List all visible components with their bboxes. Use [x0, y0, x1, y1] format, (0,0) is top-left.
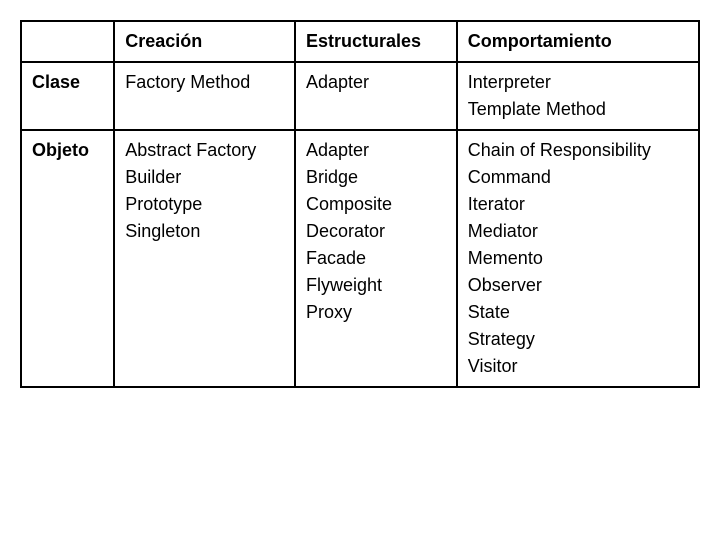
cell-objeto-estructurales: Adapter Bridge Composite Decorator Facad…: [295, 130, 457, 387]
cell-objeto-comportamiento: Chain of Responsibility Command Iterator…: [457, 130, 699, 387]
col-header-comportamiento: Comportamiento: [457, 21, 699, 62]
design-patterns-table: Creación Estructurales Comportamiento Cl…: [20, 20, 700, 388]
row-label-objeto: Objeto: [21, 130, 114, 387]
cell-clase-estructurales: Adapter: [295, 62, 457, 130]
cell-clase-creacion: Factory Method: [114, 62, 295, 130]
table-row: Clase Factory Method Adapter Interpreter…: [21, 62, 699, 130]
col-header-estructurales: Estructurales: [295, 21, 457, 62]
cell-objeto-creacion: Abstract Factory Builder Prototype Singl…: [114, 130, 295, 387]
col-header-creacion: Creación: [114, 21, 295, 62]
header-row: Creación Estructurales Comportamiento: [21, 21, 699, 62]
table-row: Objeto Abstract Factory Builder Prototyp…: [21, 130, 699, 387]
corner-cell: [21, 21, 114, 62]
cell-clase-comportamiento: Interpreter Template Method: [457, 62, 699, 130]
row-label-clase: Clase: [21, 62, 114, 130]
